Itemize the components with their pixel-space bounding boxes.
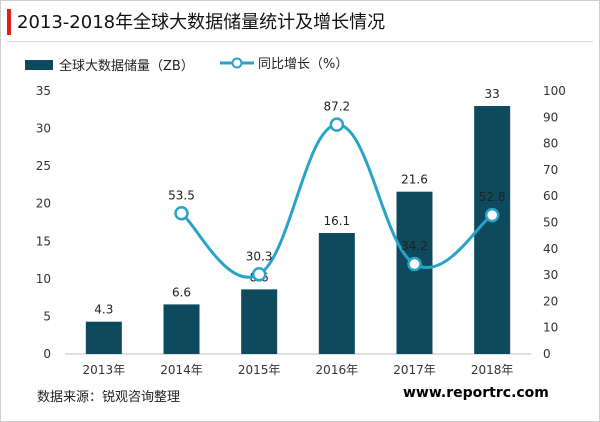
legend-bar-swatch xyxy=(25,59,53,70)
y-left-tick-label: 25 xyxy=(36,159,51,173)
y-right-tick-label: 80 xyxy=(543,137,558,151)
title-divider xyxy=(7,41,593,42)
growth-value-label: 53.5 xyxy=(168,188,195,202)
chart-legend: 全球大数据储量（ZB） 同比增长（%） xyxy=(25,53,370,74)
y-left-tick-label: 5 xyxy=(43,309,51,323)
y-left-tick-label: 30 xyxy=(36,122,51,136)
growth-point xyxy=(484,207,500,223)
y-left-tick-label: 10 xyxy=(36,272,51,286)
growth-point xyxy=(407,256,422,272)
bar-value-label: 4.3 xyxy=(94,303,113,317)
y-right-tick-label: 20 xyxy=(543,294,558,308)
growth-point xyxy=(329,117,345,132)
y-right-tick-label: 60 xyxy=(543,189,558,203)
growth-point xyxy=(251,267,267,282)
bar xyxy=(318,233,355,354)
y-left-tick-label: 0 xyxy=(43,347,51,361)
x-tick-label: 2013年 xyxy=(83,363,126,377)
bar xyxy=(241,289,278,354)
y-left-tick-label: 35 xyxy=(36,84,51,98)
bar-value-label: 33 xyxy=(485,87,500,101)
legend-item-bar: 全球大数据储量（ZB） xyxy=(25,55,194,74)
bar xyxy=(85,321,122,354)
legend-line-swatch xyxy=(219,57,254,68)
growth-value-label: 87.2 xyxy=(323,100,350,114)
y-right-tick-label: 100 xyxy=(543,84,566,98)
y-right-tick-label: 50 xyxy=(543,216,558,230)
x-tick-label: 2016年 xyxy=(316,363,359,377)
title-accent-bar xyxy=(7,9,11,35)
growth-value-label: 34.2 xyxy=(401,239,428,253)
bar-value-label: 21.6 xyxy=(401,173,428,187)
bar-value-label: 6.6 xyxy=(172,285,191,299)
bar xyxy=(396,191,433,354)
bar xyxy=(474,106,511,355)
y-right-tick-label: 90 xyxy=(543,110,558,124)
bar xyxy=(163,304,200,354)
x-tick-label: 2015年 xyxy=(238,363,281,377)
growth-value-label: 52.8 xyxy=(479,190,506,204)
x-tick-label: 2017年 xyxy=(393,363,436,377)
growth-point xyxy=(174,206,189,221)
y-left-tick-label: 20 xyxy=(36,197,51,211)
legend-bar-label: 全球大数据储量（ZB） xyxy=(59,59,194,74)
chart-plot: 0 5 10 15 20 25 30 35 0 10 20 30 40 50 60 70 80 90 100 4.3… xyxy=(36,84,566,377)
growth-value-label: 30.3 xyxy=(246,249,273,263)
y-right-tick-label: 0 xyxy=(543,347,551,361)
bar-value-label: 16.1 xyxy=(323,214,350,228)
legend-line-label: 同比增长（%） xyxy=(257,57,349,72)
y-right-tick-label: 30 xyxy=(543,268,558,282)
data-source-note: 数据来源：锐观咨询整理 xyxy=(37,390,181,405)
x-tick-label: 2014年 xyxy=(160,363,203,377)
y-left-tick-label: 15 xyxy=(36,234,51,248)
x-tick-label: 2018年 xyxy=(471,363,514,377)
y-right-tick-label: 10 xyxy=(543,321,558,335)
y-right-tick-label: 70 xyxy=(543,163,558,177)
chart-title: 2013-2018年全球大数据储量统计及增长情况 xyxy=(17,12,386,33)
legend-item-line: 同比增长（%） xyxy=(219,53,349,72)
y-right-tick-label: 40 xyxy=(543,242,558,256)
website-watermark: www.reportrc.com xyxy=(403,385,549,401)
